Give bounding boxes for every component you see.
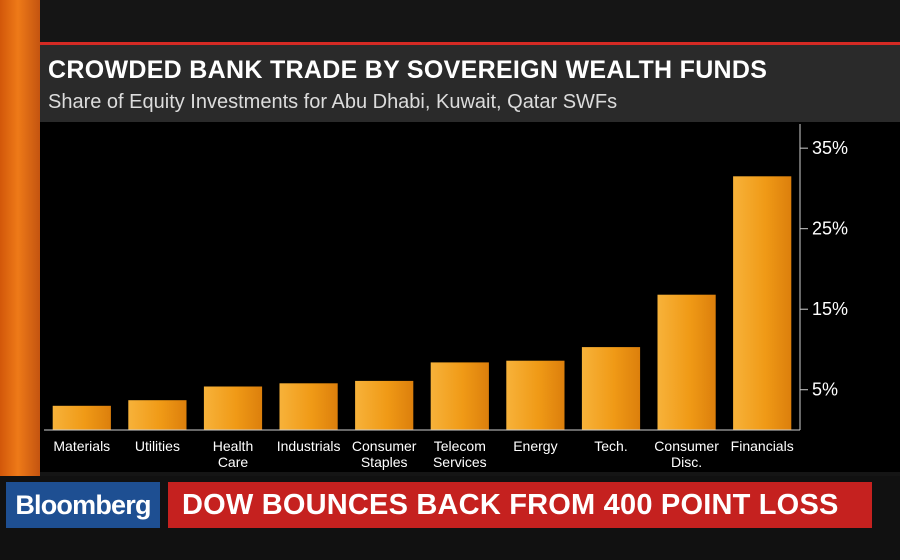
bar: [506, 360, 565, 430]
y-tick-label: 15%: [812, 299, 848, 319]
bar: [430, 362, 489, 430]
bar: [203, 386, 263, 430]
x-tick-label: Industrials: [277, 438, 341, 454]
x-tick-label: Telecom Services: [433, 438, 487, 470]
bar: [657, 294, 716, 430]
orange-side-stripe: [0, 0, 40, 560]
bar-series: [52, 176, 792, 430]
x-tick-label: Financials: [731, 438, 794, 454]
brand-name: Bloomberg: [15, 489, 151, 520]
chart-title: CROWDED BANK TRADE BY SOVEREIGN WEALTH F…: [48, 56, 768, 84]
bar: [355, 380, 414, 430]
x-axis-labels: Materials Utilities Health Care Industrials C…: [53, 438, 793, 470]
x-tick-label: Energy: [513, 438, 557, 454]
x-tick-label: Health Care: [213, 438, 253, 470]
bar: [128, 400, 187, 430]
bloomberg-logo: Bloomberg: [6, 482, 160, 528]
y-tick-label: 5%: [812, 380, 838, 400]
y-tick-label: 25%: [812, 219, 848, 239]
bar: [279, 383, 338, 430]
bar-chart: 5% 15% 25% 35% Materials Utilities Health Care…: [44, 124, 848, 470]
x-tick-label: Tech.: [594, 438, 627, 454]
news-lower-third: Bloomberg DOW BOUNCES BACK FROM 400 POIN…: [0, 476, 900, 560]
headline-text: DOW BOUNCES BACK FROM 400 POINT LOSS: [182, 488, 839, 521]
x-tick-label: Materials: [53, 438, 110, 454]
bar: [52, 405, 111, 430]
headline-banner: DOW BOUNCES BACK FROM 400 POINT LOSS: [168, 482, 872, 528]
bar: [733, 176, 792, 430]
bar: [581, 347, 641, 430]
y-tick-label: 35%: [812, 138, 848, 158]
x-tick-label: Utilities: [135, 438, 180, 454]
chart-subtitle: Share of Equity Investments for Abu Dhab…: [48, 91, 618, 113]
chart-header: CROWDED BANK TRADE BY SOVEREIGN WEALTH F…: [40, 42, 900, 122]
x-tick-label: Consumer Staples: [352, 438, 417, 470]
y-axis: 5% 15% 25% 35%: [44, 124, 848, 431]
x-tick-label: Consumer Disc.: [654, 438, 719, 470]
